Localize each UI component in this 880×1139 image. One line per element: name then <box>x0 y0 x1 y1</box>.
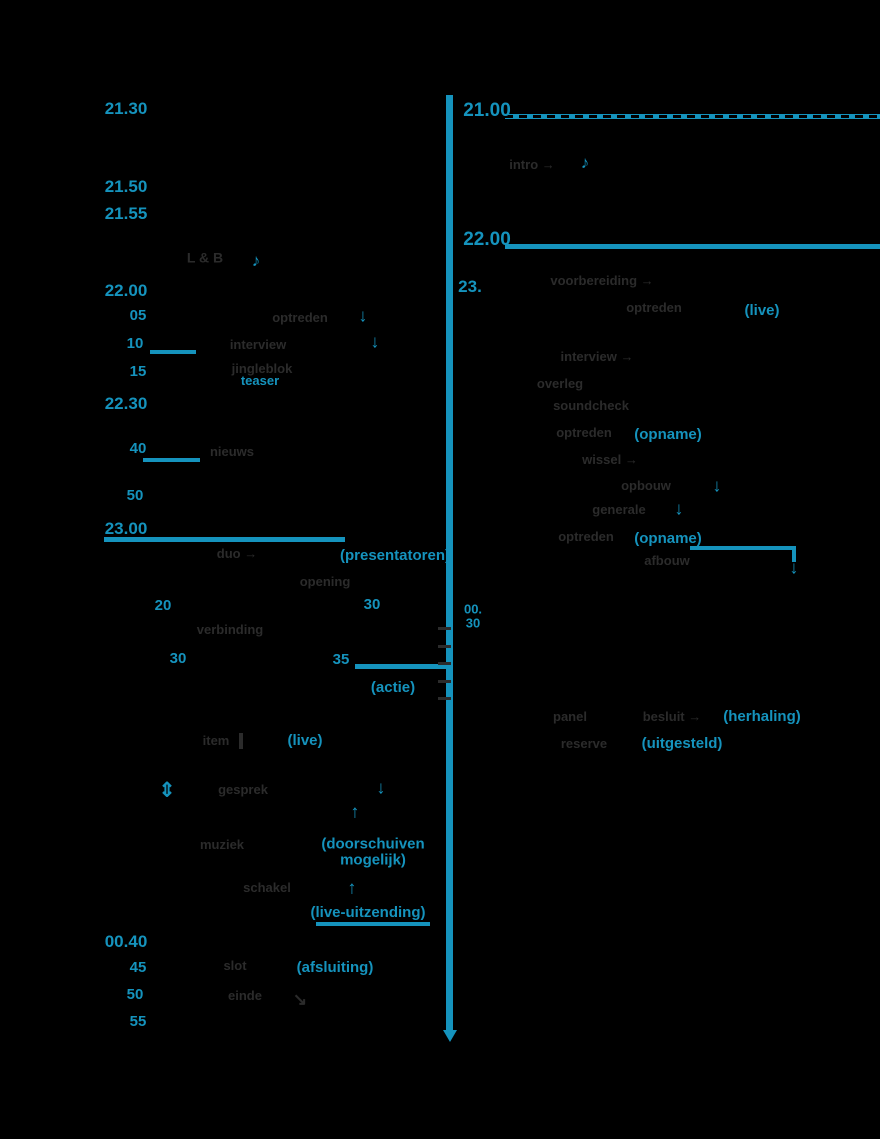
event-gesprek: gesprek <box>218 782 268 798</box>
note-icon-right: ♪ <box>580 153 590 173</box>
connector-opname-h <box>690 546 796 550</box>
time-0055: 55 <box>129 1013 147 1031</box>
event-interview-2: interview → <box>560 349 634 365</box>
timeline-axis-arrowhead <box>442 1030 457 1042</box>
hour-line-2100-dashes <box>505 115 880 118</box>
arrow-up-icon-1: ↑ <box>350 801 360 822</box>
event-duo: duo → <box>216 546 258 562</box>
tag-live-uitzending: (live-uitzending) <box>310 904 426 922</box>
event-besluit: besluit → <box>642 709 702 725</box>
event-soundcheck: soundcheck <box>553 398 629 414</box>
event-optreden-2: optreden <box>626 300 682 316</box>
event-schakel: schakel <box>243 880 291 896</box>
event-einde: einde <box>228 988 262 1004</box>
note-icon-left: ♪ <box>251 251 261 271</box>
time-2210: 10 <box>126 335 144 353</box>
tag-afsluiting: (afsluiting) <box>296 959 374 977</box>
connector-2210 <box>150 350 196 354</box>
time-2130: 21.30 <box>104 99 148 119</box>
event-verbinding: verbinding <box>196 622 264 638</box>
time-2200: 22.00 <box>104 281 148 301</box>
time-2215: 15 <box>129 363 147 381</box>
arrow-up-icon-2: ↑ <box>347 877 357 898</box>
tag-live-left: (live) <box>287 732 323 750</box>
hour-line-2200 <box>505 244 880 249</box>
time-2300: 23.00 <box>104 519 148 539</box>
connector-2240 <box>143 458 200 462</box>
event-afbouw: afbouw <box>644 553 690 569</box>
axis-hour-0030: 00. 30 <box>463 601 483 630</box>
tag-herhaling: (herhaling) <box>723 708 801 726</box>
event-reserve: reserve <box>560 736 608 752</box>
tag-live-right: (live) <box>744 302 780 320</box>
arrow-down-icon-3: ↓ <box>376 777 386 798</box>
connector-slot <box>316 922 430 926</box>
axis-tick-2 <box>438 645 451 648</box>
tag-opname-2: (opname) <box>634 530 702 548</box>
timeline-axis <box>446 95 453 1031</box>
axis-tick-4 <box>438 680 451 683</box>
event-optreden-1: optreden <box>272 310 328 326</box>
time-2155: 21.55 <box>104 204 148 224</box>
connector-actie <box>355 664 449 669</box>
connector-2300 <box>104 537 345 542</box>
event-overleg: overleg <box>536 376 584 392</box>
tag-doorschuiven: (doorschuiven mogelijk) <box>321 835 425 868</box>
arrow-down-icon-4: ↓ <box>712 475 722 496</box>
event-muziek: muziek <box>199 837 245 853</box>
axis-tick-5 <box>438 697 451 700</box>
axis-tick-1 <box>438 627 451 630</box>
arrow-down-icon-5: ↓ <box>674 498 684 519</box>
event-item: item <box>202 733 230 749</box>
tag-actie: (actie) <box>370 679 416 697</box>
time-2150: 21.50 <box>104 177 148 197</box>
axis-hour-2300: 23. <box>458 277 482 297</box>
event-wissel: wissel → <box>582 452 638 468</box>
time-2205: 05 <box>129 307 147 325</box>
time-2330-left: 30 <box>169 650 187 668</box>
time-0050: 50 <box>126 986 144 1004</box>
arrow-down-icon-1: ↓ <box>358 305 368 326</box>
event-optreden-4: optreden <box>558 529 614 545</box>
item-divider-bar <box>239 733 243 749</box>
hour-line-2200-dashes <box>505 238 880 241</box>
event-nieuws: nieuws <box>209 444 255 460</box>
time-0040: 00.40 <box>104 932 148 952</box>
event-panel: panel <box>553 709 587 725</box>
time-2240: 40 <box>129 440 147 458</box>
event-interview-1: interview <box>229 337 287 353</box>
connector-opname-v <box>792 546 796 562</box>
event-jingleblok: jingleblok <box>231 361 293 377</box>
time-mid-30: 30 <box>363 596 381 614</box>
event-l-en-b: L & B <box>186 249 224 266</box>
tag-teaser: teaser <box>240 373 280 389</box>
event-opbouw: opbouw <box>621 478 671 494</box>
time-mid-35: 35 <box>332 651 350 669</box>
arrow-down-icon-6: ↓ <box>789 557 799 578</box>
event-voorbereiding: voorbereiding → <box>550 273 654 289</box>
tag-opname-1: (opname) <box>634 426 702 444</box>
event-opening: opening <box>299 574 351 590</box>
time-0045: 45 <box>129 959 147 977</box>
arrow-bent-icon: ↘ <box>292 990 308 1010</box>
tag-presentatoren: (presentatoren) <box>339 547 451 565</box>
arrow-down-icon-2: ↓ <box>370 331 380 352</box>
axis-hour-2100: 21.00 <box>463 100 511 122</box>
event-optreden-3: optreden <box>556 425 612 441</box>
time-2320: 20 <box>154 597 172 615</box>
axis-hour-2200: 22.00 <box>463 229 511 251</box>
tag-uitgesteld: (uitgesteld) <box>641 735 723 753</box>
axis-tick-3 <box>438 662 451 665</box>
event-intro: intro → <box>509 157 555 173</box>
time-2250: 50 <box>126 487 144 505</box>
event-slot: slot <box>223 958 247 974</box>
arrow-updown-icon: ⇕ <box>158 779 176 802</box>
time-2230: 22.30 <box>104 394 148 414</box>
event-generale: generale <box>592 502 646 518</box>
